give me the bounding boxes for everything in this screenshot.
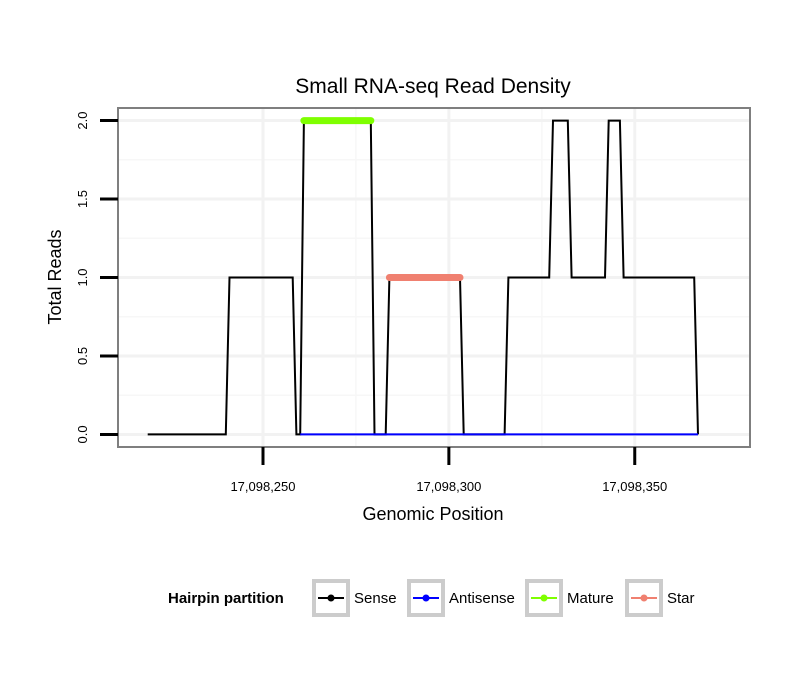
legend-label: Star bbox=[667, 590, 695, 607]
y-tick-label: 1.5 bbox=[75, 190, 90, 208]
y-tick-label: 2.0 bbox=[75, 112, 90, 130]
y-axis: 0.0 0.5 1.0 1.5 2.0 bbox=[75, 112, 118, 443]
x-tick-label: 17,098,300 bbox=[416, 479, 481, 494]
legend-key-dot bbox=[327, 594, 335, 602]
y-tick-label: 1.0 bbox=[75, 268, 90, 286]
legend-key-dot bbox=[422, 594, 430, 602]
chart-title: Small RNA-seq Read Density bbox=[295, 75, 571, 98]
series-lines bbox=[147, 117, 699, 436]
legend-item-sense: Sense bbox=[312, 579, 397, 617]
x-tick-label: 17,098,350 bbox=[602, 479, 667, 494]
y-axis-title: Total Reads bbox=[45, 229, 65, 324]
legend-label: Sense bbox=[354, 590, 397, 607]
legend-item-antisense: Antisense bbox=[407, 579, 515, 617]
y-tick-label: 0.0 bbox=[75, 425, 90, 443]
legend-key-dot bbox=[640, 594, 648, 602]
legend-item-star: Star bbox=[625, 579, 695, 617]
legend-label: Antisense bbox=[449, 590, 515, 607]
x-tick-label: 17,098,250 bbox=[230, 479, 295, 494]
legend-label: Mature bbox=[567, 590, 614, 607]
legend-key-dot bbox=[540, 594, 548, 602]
plot-panel bbox=[117, 107, 751, 448]
x-axis-title: Genomic Position bbox=[362, 504, 503, 524]
legend-item-mature: Mature bbox=[525, 579, 614, 617]
y-tick-label: 0.5 bbox=[75, 347, 90, 365]
x-axis: 17,098,250 17,098,300 17,098,350 bbox=[230, 447, 667, 494]
legend-title: Hairpin partition bbox=[168, 590, 284, 607]
legend: Hairpin partition Sense Antisense Mature St… bbox=[168, 579, 695, 617]
